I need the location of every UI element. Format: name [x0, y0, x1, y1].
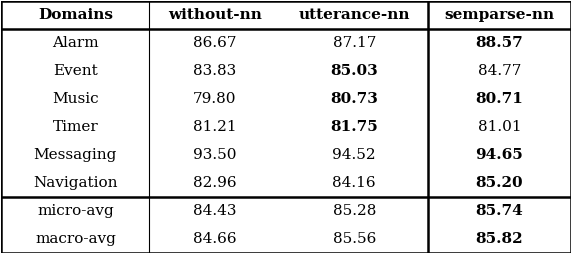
Text: 88.57: 88.57 [475, 36, 523, 50]
Text: 87.17: 87.17 [333, 36, 376, 50]
Text: Event: Event [53, 64, 98, 78]
Text: Domains: Domains [38, 8, 113, 22]
Text: macro-avg: macro-avg [35, 232, 116, 246]
Text: Navigation: Navigation [33, 176, 118, 190]
Text: 84.77: 84.77 [478, 64, 521, 78]
Text: 85.03: 85.03 [331, 64, 378, 78]
Text: 85.74: 85.74 [475, 204, 523, 218]
Text: without-nn: without-nn [168, 8, 262, 22]
Text: utterance-nn: utterance-nn [299, 8, 410, 22]
Text: 84.16: 84.16 [332, 176, 376, 190]
Text: 84.43: 84.43 [193, 204, 237, 218]
Text: 80.71: 80.71 [475, 92, 523, 106]
Text: 85.20: 85.20 [476, 176, 523, 190]
Text: 85.56: 85.56 [333, 232, 376, 246]
Text: 83.83: 83.83 [193, 64, 236, 78]
Text: 86.67: 86.67 [193, 36, 237, 50]
Text: 81.75: 81.75 [331, 120, 378, 134]
Text: 81.21: 81.21 [193, 120, 237, 134]
Text: 84.66: 84.66 [193, 232, 237, 246]
Text: Music: Music [52, 92, 99, 106]
Text: 79.80: 79.80 [193, 92, 237, 106]
Text: Timer: Timer [53, 120, 98, 134]
Text: 80.73: 80.73 [331, 92, 378, 106]
Text: 85.28: 85.28 [333, 204, 376, 218]
Text: Alarm: Alarm [52, 36, 99, 50]
Text: 85.82: 85.82 [476, 232, 523, 246]
Text: 94.52: 94.52 [332, 148, 376, 162]
Text: Messaging: Messaging [34, 148, 117, 162]
Text: micro-avg: micro-avg [37, 204, 114, 218]
Text: 94.65: 94.65 [475, 148, 523, 162]
Text: 81.01: 81.01 [478, 120, 521, 134]
Text: 82.96: 82.96 [193, 176, 237, 190]
Text: semparse-nn: semparse-nn [444, 8, 554, 22]
Text: 93.50: 93.50 [193, 148, 237, 162]
